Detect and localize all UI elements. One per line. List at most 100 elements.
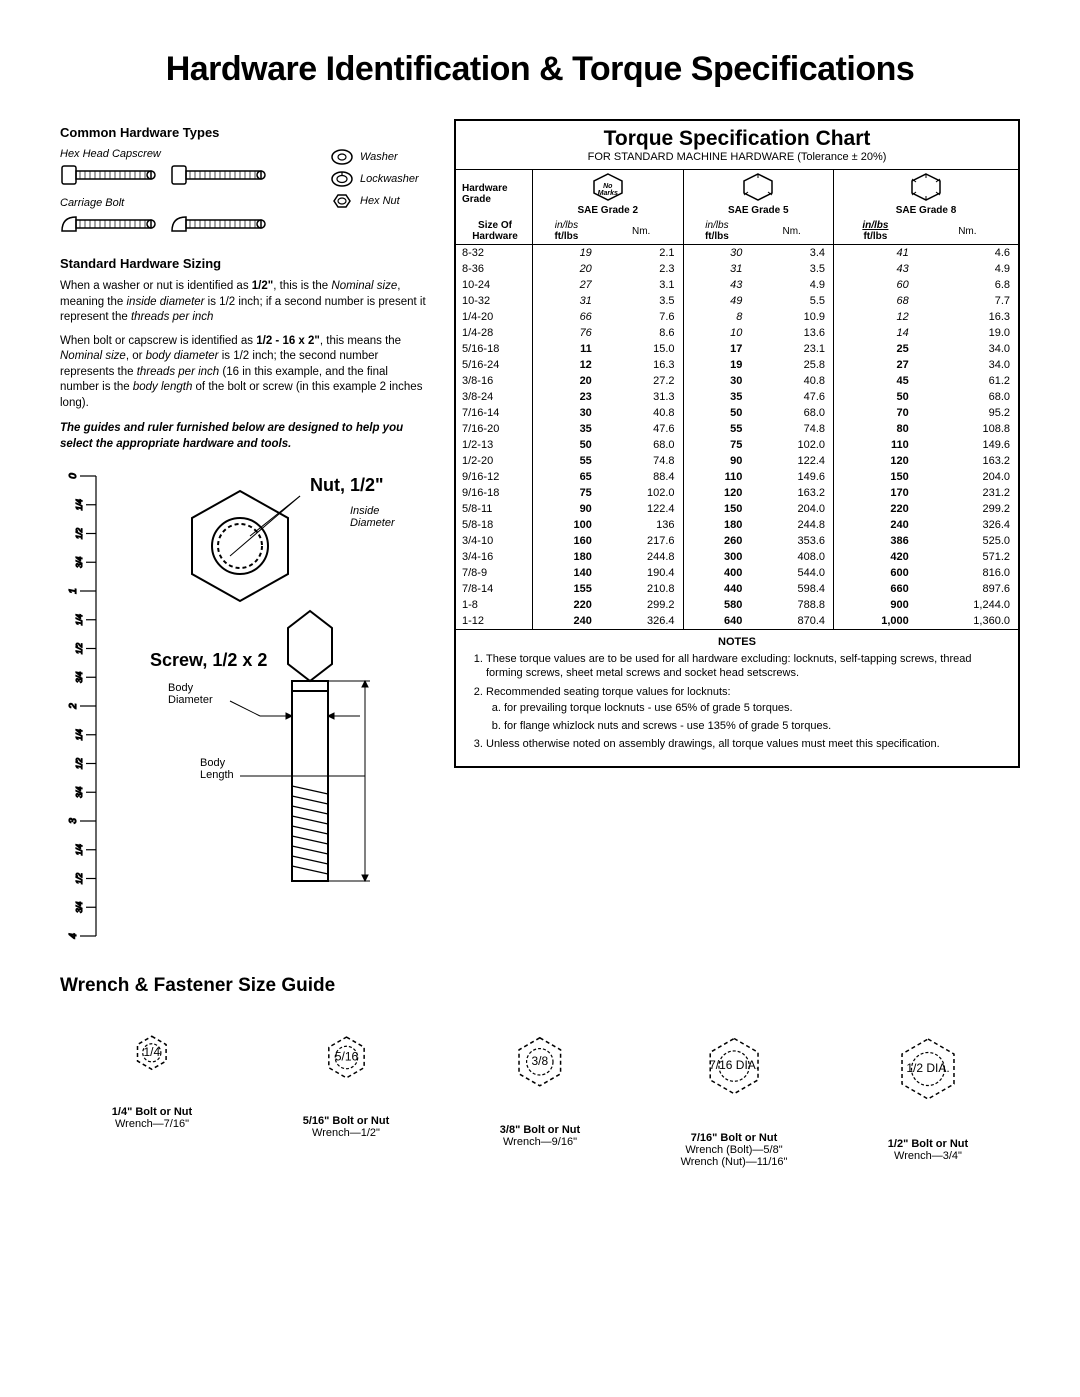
wrench-size-label: 5/16" Bolt or Nut bbox=[254, 1115, 438, 1127]
svg-text:1/2: 1/2 bbox=[75, 528, 84, 540]
svg-text:1/2: 1/2 bbox=[75, 643, 84, 655]
carriage-bolt-label: Carriage Bolt bbox=[60, 197, 316, 209]
nut-diagram-icon bbox=[192, 491, 300, 601]
table-row: 3/4-16180244.8300408.0420571.2 bbox=[456, 549, 1018, 565]
wrench-size-text: Wrench—3/4" bbox=[836, 1150, 1020, 1162]
table-row: 7/16-143040.85068.07095.2 bbox=[456, 405, 1018, 421]
common-hw-types-heading: Common Hardware Types bbox=[60, 125, 430, 140]
svg-text:1/4: 1/4 bbox=[75, 614, 84, 626]
wrench-hex-icon: 3/8 bbox=[487, 1009, 593, 1115]
wrench-size-text: Wrench—1/2" bbox=[254, 1127, 438, 1139]
table-row: 5/8-18100136180244.8240326.4 bbox=[456, 517, 1018, 533]
wrench-title: Wrench & Fastener Size Guide bbox=[60, 975, 1020, 997]
note-2a: for prevailing torque locknuts - use 65%… bbox=[504, 701, 1008, 715]
grade5-label: SAE Grade 5 bbox=[688, 205, 830, 216]
table-row: 7/16-203547.65574.880108.8 bbox=[456, 421, 1018, 437]
wrench-item: 1/2 DIA. 1/2" Bolt or NutWrench—3/4" bbox=[836, 1009, 1020, 1168]
svg-text:1: 1 bbox=[68, 588, 79, 594]
table-row: 1/2-135068.075102.0110149.6 bbox=[456, 437, 1018, 453]
svg-text:3/4: 3/4 bbox=[75, 786, 84, 798]
table-row: 8-36202.3313.5434.9 bbox=[456, 261, 1018, 277]
wrench-size-label: 7/16" Bolt or Nut bbox=[642, 1132, 826, 1144]
svg-text:7/16 DIA.: 7/16 DIA. bbox=[709, 1058, 759, 1072]
hexnut-label: Hex Nut bbox=[360, 195, 400, 207]
grade8-hex-icon bbox=[906, 172, 946, 202]
hardware-diagram: 01/41/23/411/41/23/421/41/23/431/41/23/4… bbox=[60, 466, 430, 951]
note-3: Unless otherwise noted on assembly drawi… bbox=[486, 737, 1008, 751]
note-2: Recommended seating torque values for lo… bbox=[486, 685, 1008, 734]
wrench-size-text: Wrench—7/16" bbox=[60, 1118, 244, 1130]
left-column: Common Hardware Types Hex Head Capscrew bbox=[60, 119, 430, 951]
torque-table: HardwareGrade NoMarks SAE Grade 2 SAE Gr… bbox=[456, 170, 1018, 629]
wrench-hex-icon: 1/2 DIA. bbox=[868, 1009, 988, 1129]
wrench-size-text: Wrench—9/16" bbox=[448, 1136, 632, 1148]
wrench-hex-icon: 1/4 bbox=[108, 1009, 196, 1097]
svg-text:3: 3 bbox=[68, 818, 79, 824]
lockwasher-icon bbox=[330, 170, 354, 188]
table-row: 9/16-126588.4110149.6150204.0 bbox=[456, 469, 1018, 485]
grade2-label: SAE Grade 2 bbox=[537, 205, 679, 216]
note-2b: for flange whizlock nuts and screws - us… bbox=[504, 719, 1008, 733]
wrench-size-text: Wrench (Bolt)—5/8" bbox=[642, 1144, 826, 1156]
svg-text:3/8: 3/8 bbox=[532, 1054, 549, 1068]
wrench-size-label: 1/4" Bolt or Nut bbox=[60, 1106, 244, 1118]
ruler-icon: 01/41/23/411/41/23/421/41/23/431/41/23/4… bbox=[68, 473, 96, 939]
wrench-hex-icon: 7/16 DIA. bbox=[677, 1009, 791, 1123]
sizing-paragraph-1: When a washer or nut is identified as 1/… bbox=[60, 279, 430, 326]
table-row: 5/16-181115.01723.12534.0 bbox=[456, 341, 1018, 357]
notes-section: NOTES These torque values are to be used… bbox=[456, 629, 1018, 766]
note-1: These torque values are to be used for a… bbox=[486, 652, 1008, 681]
svg-text:1/4: 1/4 bbox=[144, 1045, 161, 1059]
svg-text:1/4: 1/4 bbox=[75, 499, 84, 511]
wrench-item: 7/16 DIA. 7/16" Bolt or NutWrench (Bolt)… bbox=[642, 1009, 826, 1168]
table-row: 1/4-28768.61013.61419.0 bbox=[456, 325, 1018, 341]
no-marks-label: NoMarks bbox=[537, 183, 679, 197]
grade5-hex-icon bbox=[738, 172, 778, 202]
wrench-item: 5/16 5/16" Bolt or NutWrench—1/2" bbox=[254, 1009, 438, 1168]
body-length-label: BodyLength bbox=[200, 757, 234, 781]
wrench-hex-icon: 5/16 bbox=[298, 1009, 395, 1106]
svg-text:1/2: 1/2 bbox=[75, 758, 84, 770]
right-column: Torque Specification Chart FOR STANDARD … bbox=[454, 119, 1020, 951]
page-title: Hardware Identification & Torque Specifi… bbox=[60, 50, 1020, 89]
wrench-guide: Wrench & Fastener Size Guide 1/4 1/4" Bo… bbox=[60, 975, 1020, 1168]
table-row: 10-32313.5495.5687.7 bbox=[456, 293, 1018, 309]
table-row: 9/16-1875102.0120163.2170231.2 bbox=[456, 485, 1018, 501]
svg-text:5/16: 5/16 bbox=[334, 1050, 358, 1064]
wrench-size-label: 1/2" Bolt or Nut bbox=[836, 1138, 1020, 1150]
table-row: 8-32192.1303.4414.6 bbox=[456, 245, 1018, 262]
body-diameter-label: BodyDiameter bbox=[168, 682, 213, 706]
table-row: 1-8220299.2580788.89001,244.0 bbox=[456, 597, 1018, 613]
svg-text:3/4: 3/4 bbox=[75, 556, 84, 568]
grade8-label: SAE Grade 8 bbox=[838, 205, 1014, 216]
table-row: 1/4-20667.6810.91216.3 bbox=[456, 309, 1018, 325]
torque-chart: Torque Specification Chart FOR STANDARD … bbox=[454, 119, 1020, 768]
table-row: 5/16-241216.31925.82734.0 bbox=[456, 357, 1018, 373]
wrench-size-label: 3/8" Bolt or Nut bbox=[448, 1124, 632, 1136]
carriage-bolt-icon bbox=[60, 211, 290, 237]
table-row: 3/4-10160217.6260353.6386525.0 bbox=[456, 533, 1018, 549]
table-row: 5/8-1190122.4150204.0220299.2 bbox=[456, 501, 1018, 517]
screw-label: Screw, 1/2 x 2 bbox=[150, 650, 267, 670]
table-row: 7/8-9140190.4400544.0600816.0 bbox=[456, 565, 1018, 581]
inside-diameter-label: InsideDiameter bbox=[350, 505, 396, 529]
guide-note: The guides and ruler furnished below are… bbox=[60, 421, 430, 452]
svg-text:1/2: 1/2 bbox=[75, 873, 84, 885]
hex-capscrew-icon bbox=[60, 162, 290, 188]
hex-capscrew-label: Hex Head Capscrew bbox=[60, 148, 316, 160]
svg-text:0: 0 bbox=[68, 473, 79, 479]
wrench-item: 1/4 1/4" Bolt or NutWrench—7/16" bbox=[60, 1009, 244, 1168]
washer-icon bbox=[330, 148, 354, 166]
table-row: 1/2-205574.890122.4120163.2 bbox=[456, 453, 1018, 469]
svg-text:1/4: 1/4 bbox=[75, 844, 84, 856]
lockwasher-label: Lockwasher bbox=[360, 173, 419, 185]
svg-text:4: 4 bbox=[68, 933, 79, 939]
hw-grade-label: HardwareGrade bbox=[462, 183, 508, 205]
svg-text:2: 2 bbox=[68, 703, 79, 710]
chart-title: Torque Specification Chart bbox=[456, 121, 1018, 151]
table-row: 10-24273.1434.9606.8 bbox=[456, 277, 1018, 293]
table-row: 1-12240326.4640870.41,0001,360.0 bbox=[456, 613, 1018, 629]
main-columns: Common Hardware Types Hex Head Capscrew bbox=[60, 119, 1020, 951]
hardware-types-diagram: Hex Head Capscrew bbox=[60, 144, 430, 242]
table-row: 3/8-242331.33547.65068.0 bbox=[456, 389, 1018, 405]
